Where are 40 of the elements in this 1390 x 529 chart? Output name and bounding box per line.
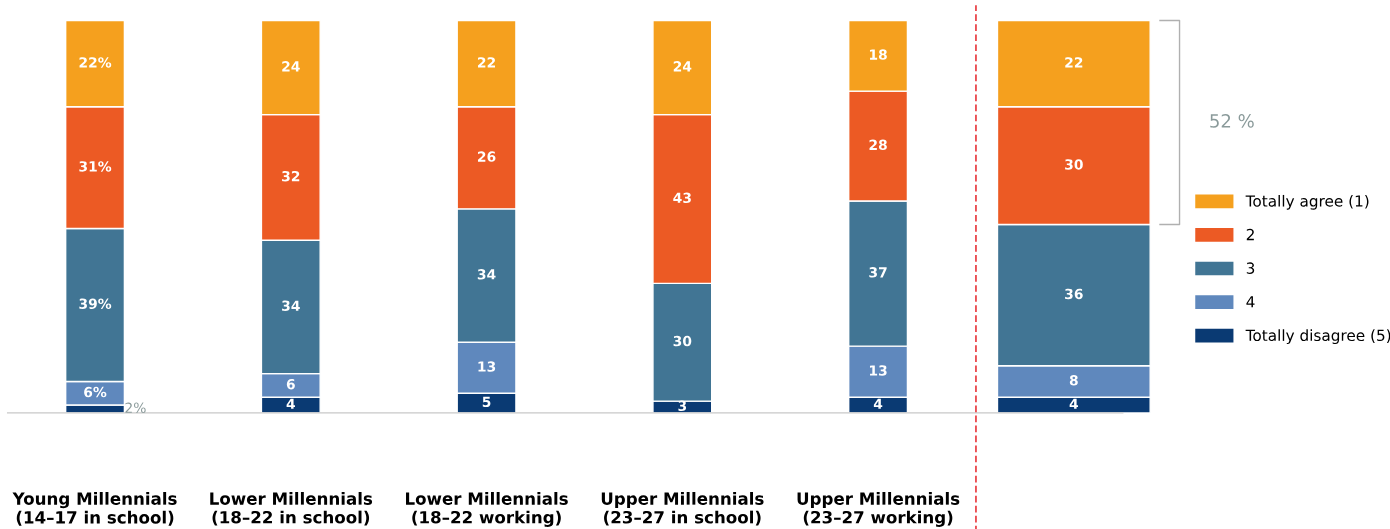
x-tick-label: Lower Millennials (18–22 in school)	[210, 491, 373, 526]
data-label: 22%	[79, 57, 112, 68]
legend-label: Totally disagree (5)	[1245, 329, 1390, 345]
data-label: 22	[477, 57, 496, 68]
data-label: 34	[477, 269, 496, 280]
data-label: 30	[673, 335, 692, 347]
text: 52 %	[1210, 114, 1254, 128]
data-label: 39%	[79, 298, 112, 309]
data-label: 6	[286, 378, 295, 390]
data-label: 30	[1065, 159, 1083, 170]
data-label: 8	[1069, 375, 1078, 386]
x-tick-label: Lower Millennials (18–22 working)	[406, 491, 568, 527]
legend-label: Totally agree (1)	[1245, 194, 1369, 210]
legend-label: 2	[1246, 228, 1254, 241]
data-label: 18	[869, 49, 887, 60]
data-label: 3	[678, 400, 687, 412]
x-tick-label: Upper Millennials (23–27 working)	[797, 491, 960, 527]
data-label: 22	[1065, 57, 1083, 68]
data-label: 24	[282, 61, 300, 72]
legend-label: 3	[1246, 262, 1255, 274]
data-label: 26	[477, 151, 496, 162]
data-label: 32	[282, 170, 300, 182]
data-label: 4	[286, 398, 295, 409]
data-label: 2%	[125, 402, 146, 413]
data-label: 4	[873, 398, 883, 409]
data-label: 37	[869, 267, 887, 278]
x-tick-label: Upper Millennials (23–27 in school)	[601, 491, 764, 526]
data-label: 34	[282, 300, 300, 311]
data-label: 13	[869, 365, 887, 376]
data-label: 31%	[79, 161, 112, 172]
data-label: 28	[869, 139, 887, 151]
data-label: 5	[482, 396, 491, 408]
data-label: 24	[673, 61, 692, 72]
data-label: 13	[478, 361, 496, 372]
data-label: 36	[1065, 288, 1083, 300]
legend-label: 4	[1246, 296, 1255, 308]
x-tick-label: Young Millennials (14–17 in school)	[12, 491, 177, 526]
data-label: 4	[1069, 398, 1079, 409]
data-label: 6%	[84, 386, 107, 398]
data-label: 43	[673, 192, 691, 204]
